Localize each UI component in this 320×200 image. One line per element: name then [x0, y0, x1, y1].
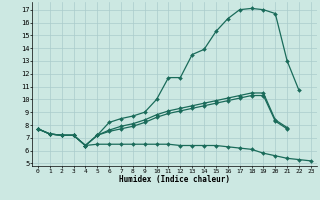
X-axis label: Humidex (Indice chaleur): Humidex (Indice chaleur): [119, 175, 230, 184]
